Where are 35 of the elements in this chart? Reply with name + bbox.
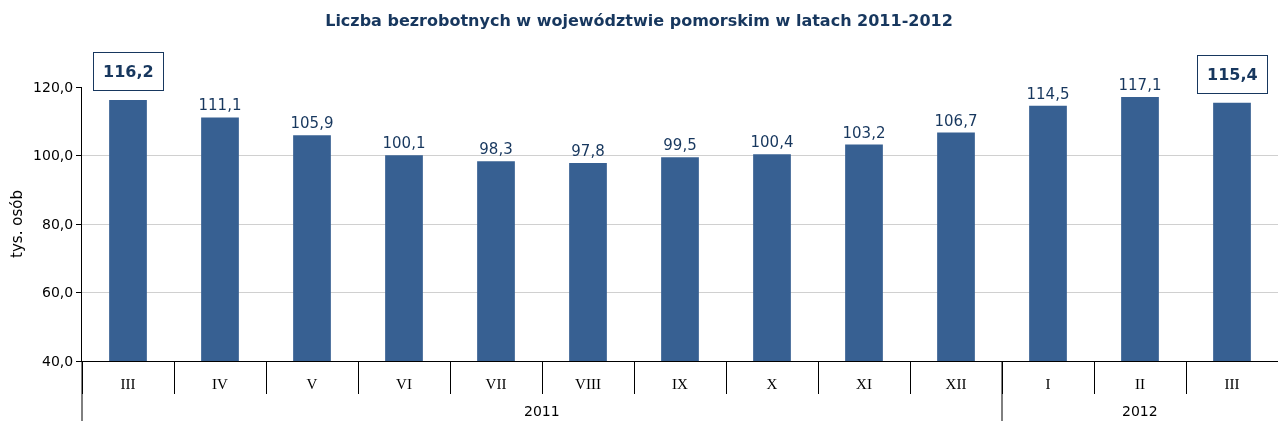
annotation: 115,4: [1207, 65, 1258, 84]
data-label: 117,1: [1118, 75, 1162, 94]
data-label: 99,5: [663, 136, 697, 155]
chart-title: Liczba bezrobotnych w województwie pomorskim w latach 2011-2012: [325, 10, 953, 30]
x-axis-title: 2011: [524, 403, 560, 419]
x-tick-label: XII: [945, 376, 967, 392]
y-tick-label: 40,0: [42, 352, 74, 369]
data-label: 97,8: [571, 142, 605, 161]
x-tick-label: III: [1224, 376, 1240, 392]
data-label: 100,1: [382, 134, 426, 153]
data-label: 111,1: [198, 96, 242, 115]
y-tick-label: 60,0: [42, 284, 74, 301]
y-tick-label: 120,0: [33, 78, 74, 95]
x-tick-label: II: [1135, 376, 1145, 392]
x-tick-label: IV: [212, 376, 229, 392]
x-tick-label: V: [306, 376, 318, 392]
x-axis-title: 2012: [1122, 403, 1158, 419]
data-label: 100,4: [750, 133, 794, 152]
y-tick-label: 100,0: [33, 147, 74, 164]
data-label: 114,5: [1026, 84, 1070, 103]
data-label: 105,9: [290, 114, 334, 133]
data-label: 103,2: [842, 123, 886, 142]
x-tick-label: III: [120, 376, 136, 392]
x-tick-label: VII: [485, 376, 507, 392]
x-tick-label: VI: [396, 376, 412, 392]
x-tick-label: IX: [672, 376, 689, 392]
x-tick-label: VIII: [575, 376, 601, 392]
annotation: 116,2: [103, 62, 154, 81]
data-label: 98,3: [479, 140, 513, 159]
data-label: 106,7: [934, 111, 978, 130]
y-axis-title: tys. osób: [8, 190, 27, 258]
y-tick-label: 80,0: [42, 215, 74, 232]
x-tick-label: XI: [856, 376, 872, 392]
x-tick-label: I: [1045, 376, 1051, 392]
x-tick-label: X: [766, 376, 778, 392]
